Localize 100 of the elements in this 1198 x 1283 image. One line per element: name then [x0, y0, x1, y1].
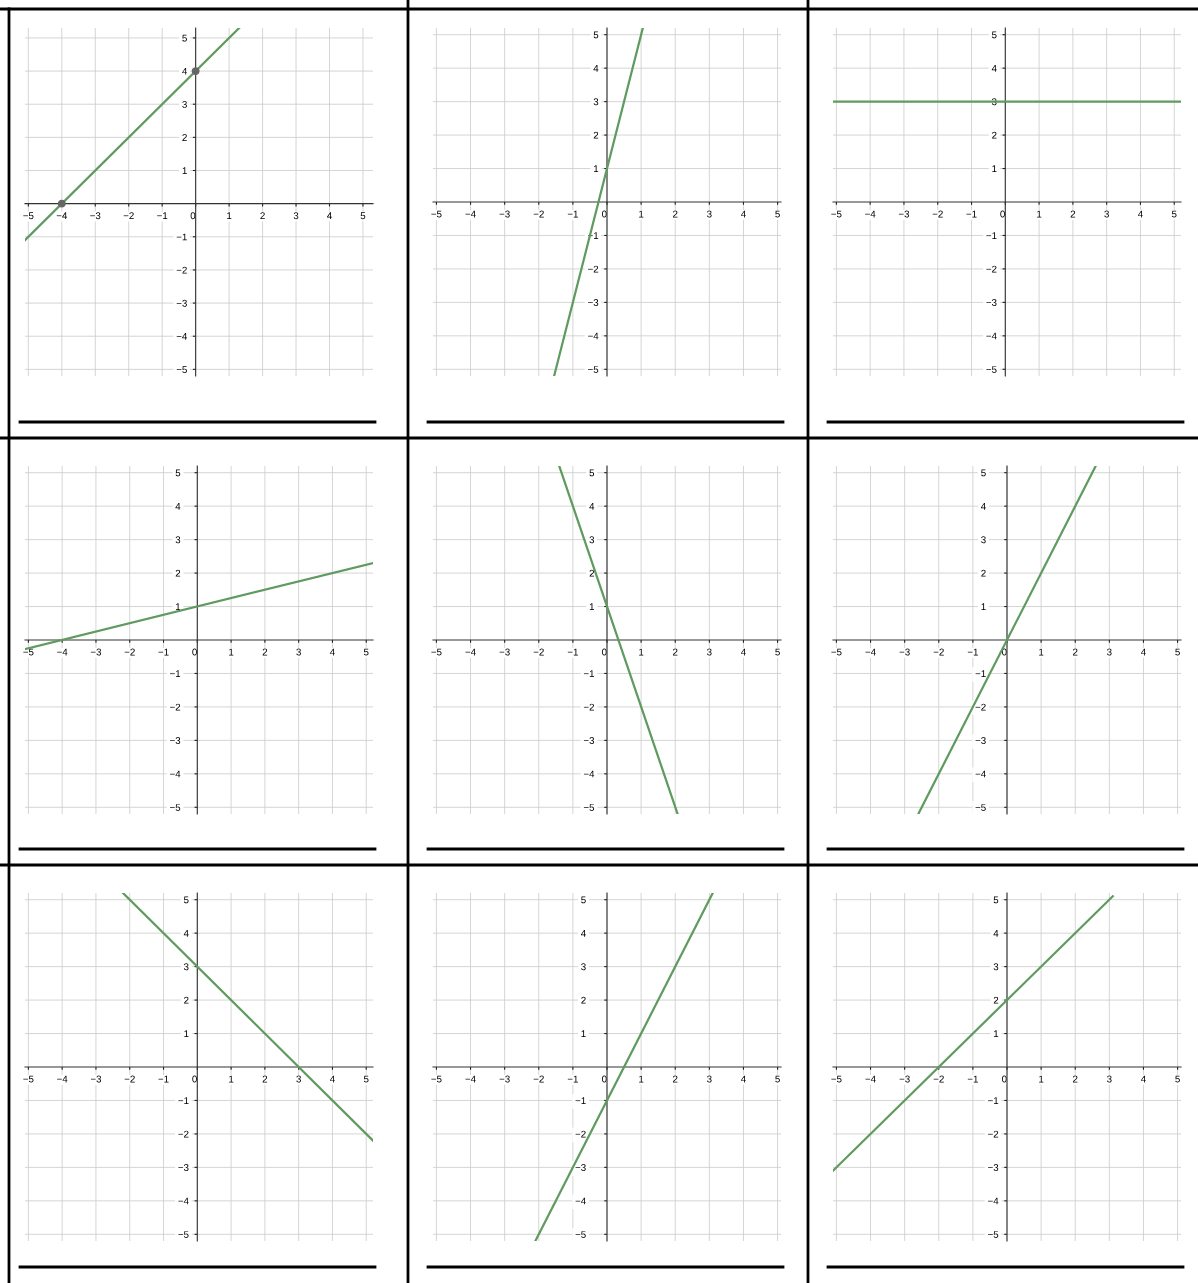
y-tick-label: −1: [988, 1097, 999, 1104]
x-tick-label: −4: [56, 212, 68, 220]
x-tick-label: −3: [499, 1075, 510, 1083]
y-tick-label: 1: [184, 1030, 189, 1038]
x-tick-label: 2: [673, 210, 678, 218]
x-tick-label: 0: [192, 1075, 197, 1083]
x-tick-label: 2: [1070, 210, 1076, 218]
x-tick-label: 5: [363, 648, 369, 656]
x-tick-label: −3: [898, 210, 910, 218]
x-tick-label: 3: [1107, 648, 1112, 656]
y-tick-label: −4: [588, 332, 599, 340]
y-tick-label: 5: [991, 31, 997, 39]
x-tick-label: −1: [966, 210, 977, 218]
y-tick-label: 4: [182, 67, 188, 75]
x-tick-label: 1: [639, 1075, 644, 1083]
y-tick-label: −5: [170, 804, 181, 811]
x-tick-label: 4: [740, 1075, 746, 1083]
x-tick-label: 5: [1171, 210, 1177, 218]
y-tick-label: −3: [986, 299, 997, 306]
x-tick-label: 5: [775, 1075, 780, 1083]
y-tick-label: 4: [580, 929, 586, 937]
x-tick-label: 1: [227, 212, 232, 220]
x-tick-label: 1: [1037, 210, 1042, 218]
y-tick-label: 1: [981, 603, 986, 611]
x-tick-label: −4: [865, 210, 876, 218]
y-tick-label: −4: [986, 332, 997, 340]
y-tick-label: −2: [588, 265, 599, 273]
y-tick-label: −3: [176, 299, 187, 307]
y-tick-label: −2: [170, 703, 181, 711]
y-tick-label: 1: [589, 603, 595, 611]
y-tick-label: −5: [588, 366, 599, 373]
x-tick-label: 5: [363, 1075, 369, 1083]
y-tick-label: −4: [170, 770, 181, 778]
y-tick-label: −4: [575, 1197, 586, 1205]
y-tick-label: 4: [183, 929, 189, 937]
x-tick-label: −2: [933, 648, 944, 656]
y-tick-label: −5: [583, 804, 595, 811]
x-tick-label: −2: [533, 210, 544, 218]
y-tick-label: 3: [175, 536, 181, 544]
y-tick-label: −3: [588, 299, 599, 306]
y-tick-label: 2: [981, 569, 986, 577]
y-tick-label: −2: [975, 703, 986, 711]
x-tick-label: −3: [90, 212, 101, 220]
x-tick-label: −4: [465, 648, 476, 656]
x-tick-label: 1: [229, 648, 234, 656]
x-tick-label: −4: [465, 210, 476, 218]
y-tick-label: 5: [981, 469, 986, 477]
x-tick-label: 4: [740, 648, 746, 656]
y-tick-label: −4: [176, 333, 188, 340]
y-tick-label: −4: [975, 770, 986, 778]
y-tick-label: −1: [176, 233, 187, 241]
y-tick-label: 4: [593, 64, 599, 72]
x-tick-label: 0: [601, 648, 607, 656]
x-tick-label: −2: [533, 1075, 544, 1083]
x-tick-label: −1: [567, 1075, 578, 1083]
y-tick-label: −3: [575, 1164, 586, 1171]
x-tick-label: 4: [1140, 1075, 1146, 1083]
x-tick-label: 4: [329, 648, 335, 656]
x-tick-label: −1: [567, 210, 578, 218]
y-tick-label: 1: [182, 167, 187, 175]
y-tick-label: 5: [183, 896, 189, 904]
x-tick-label: 5: [1175, 1075, 1180, 1083]
y-tick-label: 1: [992, 165, 997, 173]
x-tick-label: −3: [90, 1075, 102, 1083]
x-tick-label: 5: [360, 212, 366, 220]
x-tick-label: 0: [1001, 648, 1007, 656]
x-tick-label: −5: [23, 1075, 34, 1083]
x-tick-label: 0: [192, 648, 197, 656]
x-tick-label: 0: [1001, 1075, 1007, 1083]
y-tick-label: −5: [975, 804, 986, 811]
y-tick-label: 1: [594, 165, 599, 173]
y-tick-label: −2: [986, 265, 997, 273]
y-tick-label: −1: [170, 670, 181, 677]
x-tick-label: 3: [296, 648, 301, 656]
x-tick-label: −1: [158, 1075, 169, 1083]
x-tick-label: −3: [90, 648, 102, 656]
y-tick-label: −5: [575, 1231, 586, 1238]
x-tick-label: −5: [431, 648, 442, 656]
x-tick-label: 1: [639, 210, 644, 218]
x-tick-label: 4: [1137, 210, 1143, 218]
x-tick-label: −5: [831, 1075, 842, 1083]
y-tick-label: 3: [593, 98, 599, 106]
x-tick-label: −2: [533, 648, 544, 656]
x-tick-label: 2: [262, 1075, 268, 1083]
x-tick-label: −5: [431, 210, 442, 218]
y-tick-label: −1: [986, 232, 997, 239]
y-tick-label: 3: [993, 963, 999, 971]
x-tick-label: −3: [499, 648, 510, 656]
y-tick-label: −2: [583, 703, 595, 711]
x-tick-label: −1: [157, 212, 168, 220]
x-tick-label: 3: [707, 210, 712, 218]
y-tick-label: 5: [581, 896, 586, 904]
x-tick-label: −2: [933, 1075, 944, 1083]
x-tick-label: −1: [158, 648, 169, 656]
x-tick-label: 5: [1175, 648, 1180, 656]
x-tick-label: 2: [673, 1075, 678, 1083]
x-tick-label: −3: [899, 1075, 910, 1083]
y-tick-label: 5: [182, 34, 187, 42]
x-tick-label: 1: [1039, 1075, 1044, 1083]
y-tick-label: −3: [583, 737, 595, 744]
